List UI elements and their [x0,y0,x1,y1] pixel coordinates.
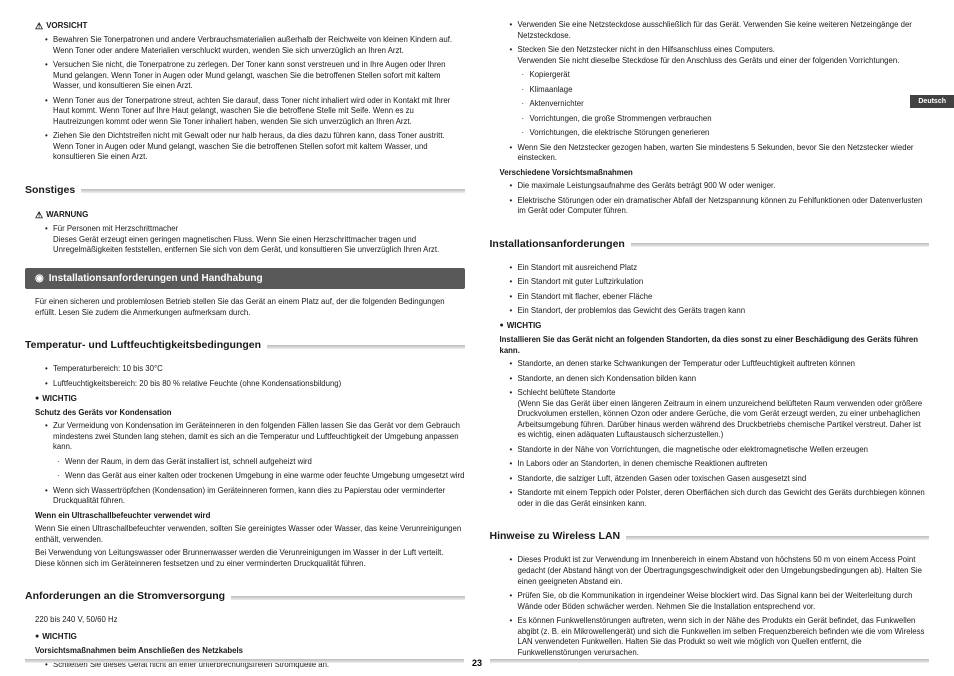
warning-label: WARNUNG [35,209,88,221]
right-column: Verwenden Sie eine Netzsteckdose ausschl… [490,20,930,630]
section-install-req: Installationsanforderungen [490,237,631,251]
subheading: Vorsichtsmaßnahmen beim Anschließen des … [35,646,465,657]
subheading: Schutz des Geräts vor Kondensation [35,408,465,419]
list-item: Ein Standort mit guter Luftzirkulation [510,277,930,288]
left-column: VORSICHT Bewahren Sie Tonerpatronen und … [25,20,465,630]
list-item: Die maximale Leistungsaufnahme des Gerät… [510,181,930,192]
paragraph: Bei Verwendung von Leitungswasser oder B… [35,548,465,569]
list-item: Standorte, an denen sich Kondensation bi… [510,374,930,385]
list-item: Dieses Produkt ist zur Verwendung im Inn… [510,555,930,587]
list-item: Versuchen Sie nicht, die Tonerpatrone zu… [45,60,465,92]
section-temperature: Temperatur- und Luftfeuchtigkeitsbedingu… [25,338,267,352]
subheading: Verschiedene Vorsichtsmaßnahmen [500,168,930,179]
columns: VORSICHT Bewahren Sie Tonerpatronen und … [25,20,929,630]
power-spec: 220 bis 240 V, 50/60 Hz [35,615,465,626]
important-label: WICHTIG [35,394,77,405]
list-item: Wenn das Gerät aus einer kalten oder tro… [57,471,465,482]
paragraph: Wenn Sie einen Ultraschallbefeuchter ver… [35,524,465,545]
list-item: Wenn Toner aus der Tonerpatrone streut, … [45,96,465,128]
warning-text: Installieren Sie das Gerät nicht an folg… [500,335,930,356]
list-item: Luftfeuchtigkeitsbereich: 20 bis 80 % re… [45,379,465,390]
list-item: Prüfen Sie, ob die Kommunikation in irge… [510,591,930,612]
list-item: Temperaturbereich: 10 bis 30°C [45,364,465,375]
section-install-handling: Installationsanforderungen und Handhabun… [25,268,465,290]
section-wlan: Hinweise zu Wireless LAN [490,529,627,543]
list-item: Wenn der Raum, in dem das Gerät installi… [57,457,465,468]
list-item: Ein Standort mit flacher, ebener Fläche [510,292,930,303]
list-item: Standorte, die salziger Luft, ätzenden G… [510,474,930,485]
list-item: Bewahren Sie Tonerpatronen und andere Ve… [45,35,465,56]
list-item: Schlecht belüftete Standorte (Wenn Sie d… [510,388,930,441]
list-item: Vorrichtungen, die elektrische Störungen… [522,128,930,139]
list-item: Verwenden Sie eine Netzsteckdose ausschl… [510,20,930,41]
list-item: Standorte, an denen starke Schwankungen … [510,359,930,370]
list-item: Kopiergerät [522,70,930,81]
intro-text: Für einen sicheren und problemlosen Betr… [25,297,465,318]
page-number: 23 [464,658,490,668]
section-sonstiges: Sonstiges [25,183,81,197]
list-item: Aktenvernichter [522,99,930,110]
list-item: Klimaanlage [522,85,930,96]
list-item: Ein Standort mit ausreichend Platz [510,263,930,274]
list-item: Ein Standort, der problemlos das Gewicht… [510,306,930,317]
caution-list: Bewahren Sie Tonerpatronen und andere Ve… [35,35,465,163]
list-item: Elektrische Störungen oder ein dramatisc… [510,196,930,217]
important-label: WICHTIG [35,632,77,643]
section-power: Anforderungen an die Stromversorgung [25,589,231,603]
caution-label: VORSICHT [35,20,87,32]
subheading: Wenn ein Ultraschallbefeuchter verwendet… [35,511,465,522]
page: Deutsch VORSICHT Bewahren Sie Tonerpatro… [0,0,954,676]
list-item: Für Personen mit Herzschrittmacher Diese… [45,224,465,256]
list-item: Zur Vermeidung von Kondensation im Gerät… [45,421,465,453]
list-item: Stecken Sie den Netzstecker nicht in den… [510,45,930,66]
list-item: Es können Funkwellenstörungen auftreten,… [510,616,930,658]
list-item: In Labors oder an Standorten, in denen c… [510,459,930,470]
list-item: Vorrichtungen, die große Strommengen ver… [522,114,930,125]
list-item: Standorte in der Nähe von Vorrichtungen,… [510,445,930,456]
list-item: Wenn sich Wassertröpfchen (Kondensation)… [45,486,465,507]
list-item: Standorte mit einem Teppich oder Polster… [510,488,930,509]
important-label: WICHTIG [500,321,542,332]
list-item: Wenn Sie den Netzstecker gezogen haben, … [510,143,930,164]
list-item: Ziehen Sie den Dichtstreifen nicht mit G… [45,131,465,163]
